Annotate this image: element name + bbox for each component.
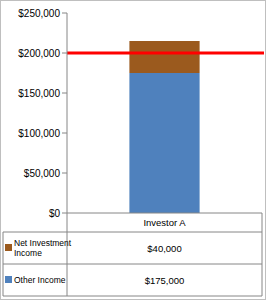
table-value: $40,000 <box>147 243 181 254</box>
legend-label: Net InvestmentIncome <box>14 238 72 258</box>
table-line <box>3 296 262 297</box>
table-line <box>262 213 263 296</box>
table-line <box>3 232 262 233</box>
bars <box>129 41 199 213</box>
table-line <box>3 264 262 265</box>
legend-label-line: Net Investment <box>14 238 72 248</box>
y-tick <box>62 53 67 54</box>
chart: $0 $50,000 $100,000 $150,000 $200,000 $250,00… <box>0 0 266 300</box>
y-tick-label: $0 <box>49 208 61 219</box>
y-tick <box>62 173 67 174</box>
table-line <box>67 213 262 214</box>
legend-key <box>5 244 12 251</box>
y-tick-label: $50,000 <box>24 168 61 179</box>
legend-key <box>5 276 12 283</box>
table-line <box>3 232 4 264</box>
legend-label: Other Income <box>14 275 66 285</box>
y-tick-label: $100,000 <box>18 128 60 139</box>
y-tick <box>62 213 67 214</box>
table-line <box>67 213 68 296</box>
legend-label-line: Other Income <box>14 275 66 285</box>
y-tick-label: $200,000 <box>18 48 60 59</box>
category-label: Investor A <box>143 217 186 228</box>
y-tick-label: $150,000 <box>18 88 60 99</box>
bar-segment <box>129 73 199 213</box>
table-value: $175,000 <box>145 275 185 286</box>
bar-segment <box>129 41 199 73</box>
y-tick <box>62 93 67 94</box>
reference-line <box>67 52 264 55</box>
table-line <box>3 264 4 296</box>
y-tick-label: $250,000 <box>18 8 60 19</box>
y-axis <box>67 13 68 213</box>
legend-label-line: Income <box>14 248 42 258</box>
y-tick <box>62 13 67 14</box>
y-tick <box>62 133 67 134</box>
chart-frame <box>1 1 266 300</box>
